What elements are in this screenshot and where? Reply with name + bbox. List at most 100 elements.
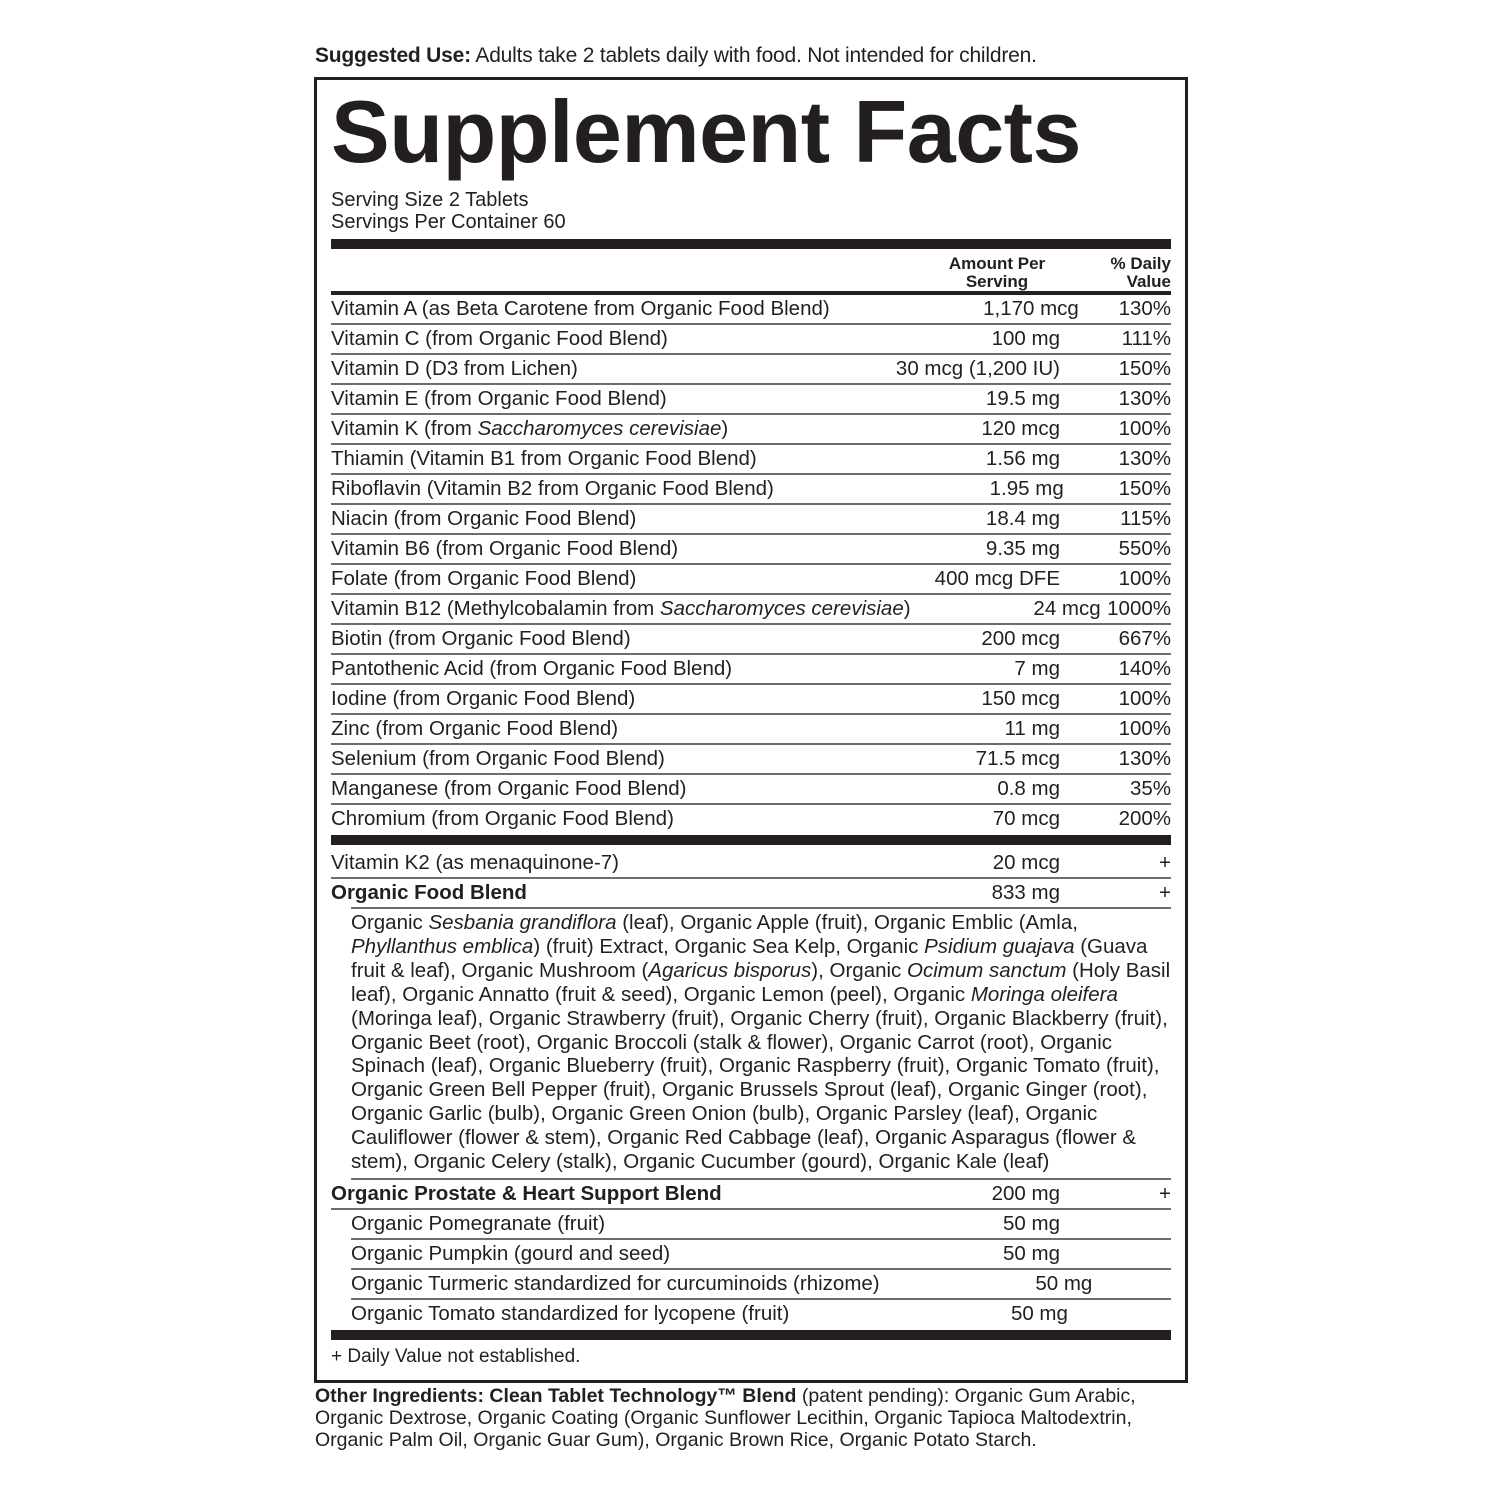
nutrient-name-text: Thiamin (Vitamin B1 from Organic Food Bl… bbox=[331, 447, 757, 470]
nutrient-name-text: Biotin (from Organic Food Blend) bbox=[331, 627, 631, 650]
nutrient-row: Riboflavin (Vitamin B2 from Organic Food… bbox=[331, 475, 1171, 505]
nutrient-row: Biotin (from Organic Food Blend) 200 mcg 6… bbox=[331, 625, 1171, 655]
ingredient-text: ), Organic bbox=[811, 958, 907, 982]
nutrient-name-text: Vitamin B12 (Methylcobalamin from bbox=[331, 597, 660, 620]
nutrient-name-text: Folate (from Organic Food Blend) bbox=[331, 567, 637, 590]
nutrient-amount: 18.4 mg bbox=[985, 507, 1060, 530]
nutrient-dv: 115% bbox=[1120, 507, 1171, 530]
nutrient-amount: 70 mcg bbox=[992, 807, 1060, 830]
ingredient-text: (Moringa leaf), Organic Strawberry (frui… bbox=[351, 1006, 1168, 1174]
nutrient-row: Selenium (from Organic Food Blend) 71.5 m… bbox=[331, 745, 1171, 775]
nutrient-name: Chromium (from Organic Food Blend) bbox=[331, 805, 760, 833]
nutrient-dv: 100% bbox=[1118, 567, 1171, 590]
nutrient-name-text: Vitamin E (from Organic Food Blend) bbox=[331, 387, 667, 410]
nutrient-name: Zinc (from Organic Food Blend) bbox=[331, 715, 760, 743]
blend-item-dv bbox=[1068, 1300, 1171, 1328]
nutrient-name: Vitamin B6 (from Organic Food Blend) bbox=[331, 535, 760, 563]
blend-item-row: Organic Tomato standardized for lycopene… bbox=[351, 1300, 1171, 1328]
nutrient-name: Manganese (from Organic Food Blend) bbox=[331, 775, 760, 803]
nutrient-amount: 24 mcg bbox=[1033, 597, 1101, 620]
amount-header: Amount Per Serving bbox=[948, 254, 1046, 291]
nutrient-name: Niacin (from Organic Food Blend) bbox=[331, 505, 760, 533]
serving-size: Serving Size 2 Tablets bbox=[331, 189, 529, 211]
nutrient-row: Vitamin B12 (Methylcobalamin from Saccha… bbox=[331, 595, 1171, 625]
nutrient-row: Vitamin B6 (from Organic Food Blend) 9.35… bbox=[331, 535, 1171, 565]
divider-bar bbox=[331, 1329, 1171, 1340]
nutrient-dv: 130% bbox=[1118, 747, 1171, 770]
ingredient-text: (Guava fruit & leaf), Organic Mushroom ( bbox=[351, 934, 1148, 982]
nutrient-row: Vitamin A (as Beta Carotene from Organic… bbox=[331, 295, 1171, 325]
nutrient-amount: 1.95 mg bbox=[989, 477, 1064, 500]
blend-item-name: Organic Pomegranate (fruit) bbox=[351, 1211, 606, 1235]
nutrient-dv: 140% bbox=[1118, 657, 1171, 680]
blend-name: Organic Food Blend bbox=[331, 881, 527, 904]
nutrient-amount: 7 mg bbox=[1014, 657, 1060, 680]
nutrient-amount: 150 mcg bbox=[981, 687, 1060, 710]
nutrient-name-text: Chromium (from Organic Food Blend) bbox=[331, 807, 674, 830]
nutrient-amount: 71.5 mcg bbox=[975, 747, 1060, 770]
nutrient-row: Vitamin C (from Organic Food Blend) 100 m… bbox=[331, 325, 1171, 355]
nutrient-name-text: Iodine (from Organic Food Blend) bbox=[331, 687, 636, 710]
nutrient-name: Vitamin K (from Saccharomyces cerevisiae… bbox=[331, 415, 760, 443]
nutrient-amount: 11 mg bbox=[1004, 717, 1060, 740]
blend-item-row: Organic Pumpkin (gourd and seed) 50 mg bbox=[351, 1240, 1171, 1270]
nutrient-name-text: Manganese (from Organic Food Blend) bbox=[331, 777, 687, 800]
nutrient-amount: 20 mcg bbox=[992, 851, 1060, 874]
panel-title: Supplement Facts bbox=[331, 82, 1081, 181]
ingredient-italic: Moringa oleifera bbox=[970, 982, 1118, 1006]
nutrient-list: Vitamin A (as Beta Carotene from Organic… bbox=[331, 295, 1171, 833]
nutrient-dv: 100% bbox=[1118, 417, 1171, 440]
ingredient-italic: Agaricus bisporus bbox=[648, 958, 812, 982]
blend-amount: 200 mg bbox=[991, 1181, 1060, 1205]
nutrient-name-italic: Saccharomyces cerevisiae bbox=[659, 597, 904, 620]
ingredient-text: (Holy Basil leaf), Organic Annatto (frui… bbox=[351, 958, 1171, 1006]
ingredient-italic: Phyllanthus emblica bbox=[351, 934, 534, 958]
column-headers: Amount Per Serving % Daily Value bbox=[331, 249, 1171, 295]
nutrient-row: Vitamin E (from Organic Food Blend) 19.5 … bbox=[331, 385, 1171, 415]
ingredient-italic: Ocimum sanctum bbox=[907, 958, 1067, 982]
blend-item-dv bbox=[1060, 1210, 1171, 1238]
suggested-use-label: Suggested Use: bbox=[315, 44, 471, 67]
nutrient-row: Iodine (from Organic Food Blend) 150 mcg 1… bbox=[331, 685, 1171, 715]
blend-item-name: Organic Turmeric standardized for curcum… bbox=[351, 1271, 880, 1295]
nutrient-amount: 400 mcg DFE bbox=[934, 567, 1060, 590]
blend-item-dv bbox=[1060, 1240, 1171, 1268]
blend-item-amount: 50 mg bbox=[1035, 1271, 1093, 1295]
blend-name: Organic Prostate & Heart Support Blend bbox=[331, 1181, 722, 1205]
nutrient-row: Vitamin D (D3 from Lichen) 30 mcg (1,200 … bbox=[331, 355, 1171, 385]
food-blend-ingredients: Organic Sesbania grandiflora (leaf), Org… bbox=[351, 907, 1171, 1180]
ingredient-text: Organic bbox=[351, 911, 429, 934]
nutrient-name: Iodine (from Organic Food Blend) bbox=[331, 685, 760, 713]
nutrient-row: Thiamin (Vitamin B1 from Organic Food Bl… bbox=[331, 445, 1171, 475]
nutrient-amount: 200 mcg bbox=[981, 627, 1060, 650]
nutrient-row-k2: Vitamin K2 (as menaquinone-7) 20 mcg + bbox=[331, 849, 1171, 879]
nutrient-name: Riboflavin (Vitamin B2 from Organic Food… bbox=[331, 475, 774, 503]
nutrient-name-text: Vitamin K (from bbox=[331, 417, 478, 440]
other-ingredients-text: (patent pending): Organic Gum Arabic, Or… bbox=[315, 1385, 1136, 1451]
nutrient-name: Vitamin C (from Organic Food Blend) bbox=[331, 325, 760, 353]
nutrient-name-text: Zinc (from Organic Food Blend) bbox=[331, 717, 619, 740]
nutrient-row: Niacin (from Organic Food Blend) 18.4 mg 1… bbox=[331, 505, 1171, 535]
nutrient-amount: 9.35 mg bbox=[985, 537, 1060, 560]
nutrient-amount: 0.8 mg bbox=[997, 777, 1060, 800]
nutrient-name: Thiamin (Vitamin B1 from Organic Food Bl… bbox=[331, 445, 760, 473]
suggested-use: Suggested Use: Adults take 2 tablets dai… bbox=[315, 44, 1037, 68]
ingredient-text: (leaf), Organic Apple (fruit), Organic E… bbox=[616, 911, 1078, 934]
ingredient-italic: Sesbania grandiflora bbox=[428, 911, 617, 934]
nutrient-amount: 120 mcg bbox=[981, 417, 1060, 440]
nutrient-dv: 1000% bbox=[1107, 597, 1171, 620]
nutrient-amount: 1,170 mcg bbox=[983, 297, 1079, 320]
nutrient-row: Zinc (from Organic Food Blend) 11 mg 100% bbox=[331, 715, 1171, 745]
nutrient-name-text: Vitamin C (from Organic Food Blend) bbox=[331, 327, 668, 350]
blend-item-dv bbox=[1092, 1270, 1171, 1298]
nutrient-name-text: Vitamin A (as Beta Carotene from Organic… bbox=[331, 297, 830, 320]
nutrient-dv: 550% bbox=[1118, 537, 1171, 560]
nutrient-amount: 1.56 mg bbox=[985, 447, 1060, 470]
divider-bar bbox=[331, 239, 1171, 249]
nutrient-name-text: Vitamin D (D3 from Lichen) bbox=[331, 357, 578, 380]
blend-item-amount: 50 mg bbox=[1010, 1301, 1068, 1325]
blend-item-name: Organic Tomato standardized for lycopene… bbox=[351, 1301, 790, 1325]
ingredient-italic: Psidium guajava bbox=[924, 934, 1075, 958]
nutrient-amount: 30 mcg (1,200 IU) bbox=[895, 357, 1060, 380]
other-ingredients: Other Ingredients: Clean Tablet Technolo… bbox=[315, 1385, 1195, 1451]
